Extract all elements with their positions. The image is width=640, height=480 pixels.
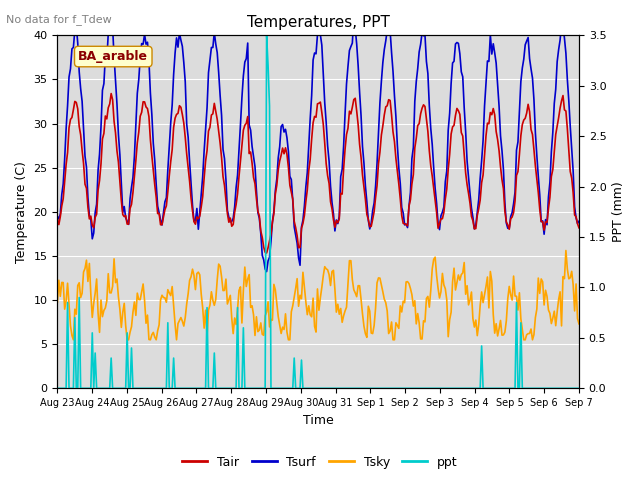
Y-axis label: Temperature (C): Temperature (C) [15, 161, 28, 263]
Text: No data for f_Tdew: No data for f_Tdew [6, 14, 112, 25]
Legend: Tair, Tsurf, Tsky, ppt: Tair, Tsurf, Tsky, ppt [177, 451, 463, 474]
X-axis label: Time: Time [303, 414, 333, 427]
Text: BA_arable: BA_arable [78, 50, 148, 63]
Title: Temperatures, PPT: Temperatures, PPT [247, 15, 390, 30]
Y-axis label: PPT (mm): PPT (mm) [612, 181, 625, 242]
